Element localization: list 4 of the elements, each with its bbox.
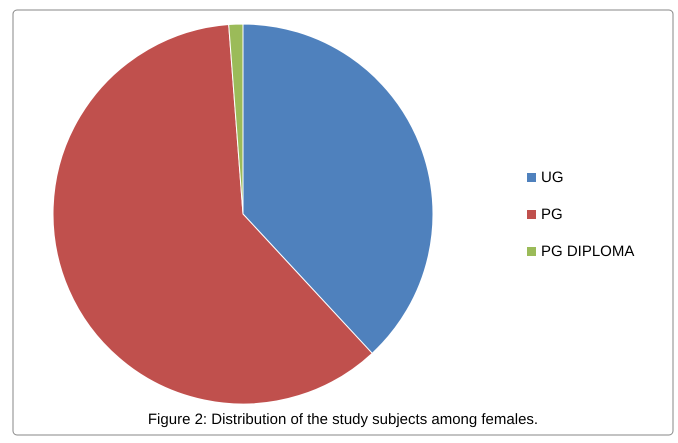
legend-label: UG: [541, 169, 564, 186]
text: Figure 2: Distribution of the study subjects among females.: [148, 411, 538, 428]
legend-label: PG DIPLOMA: [541, 243, 634, 260]
legend-label: PG: [541, 206, 563, 223]
